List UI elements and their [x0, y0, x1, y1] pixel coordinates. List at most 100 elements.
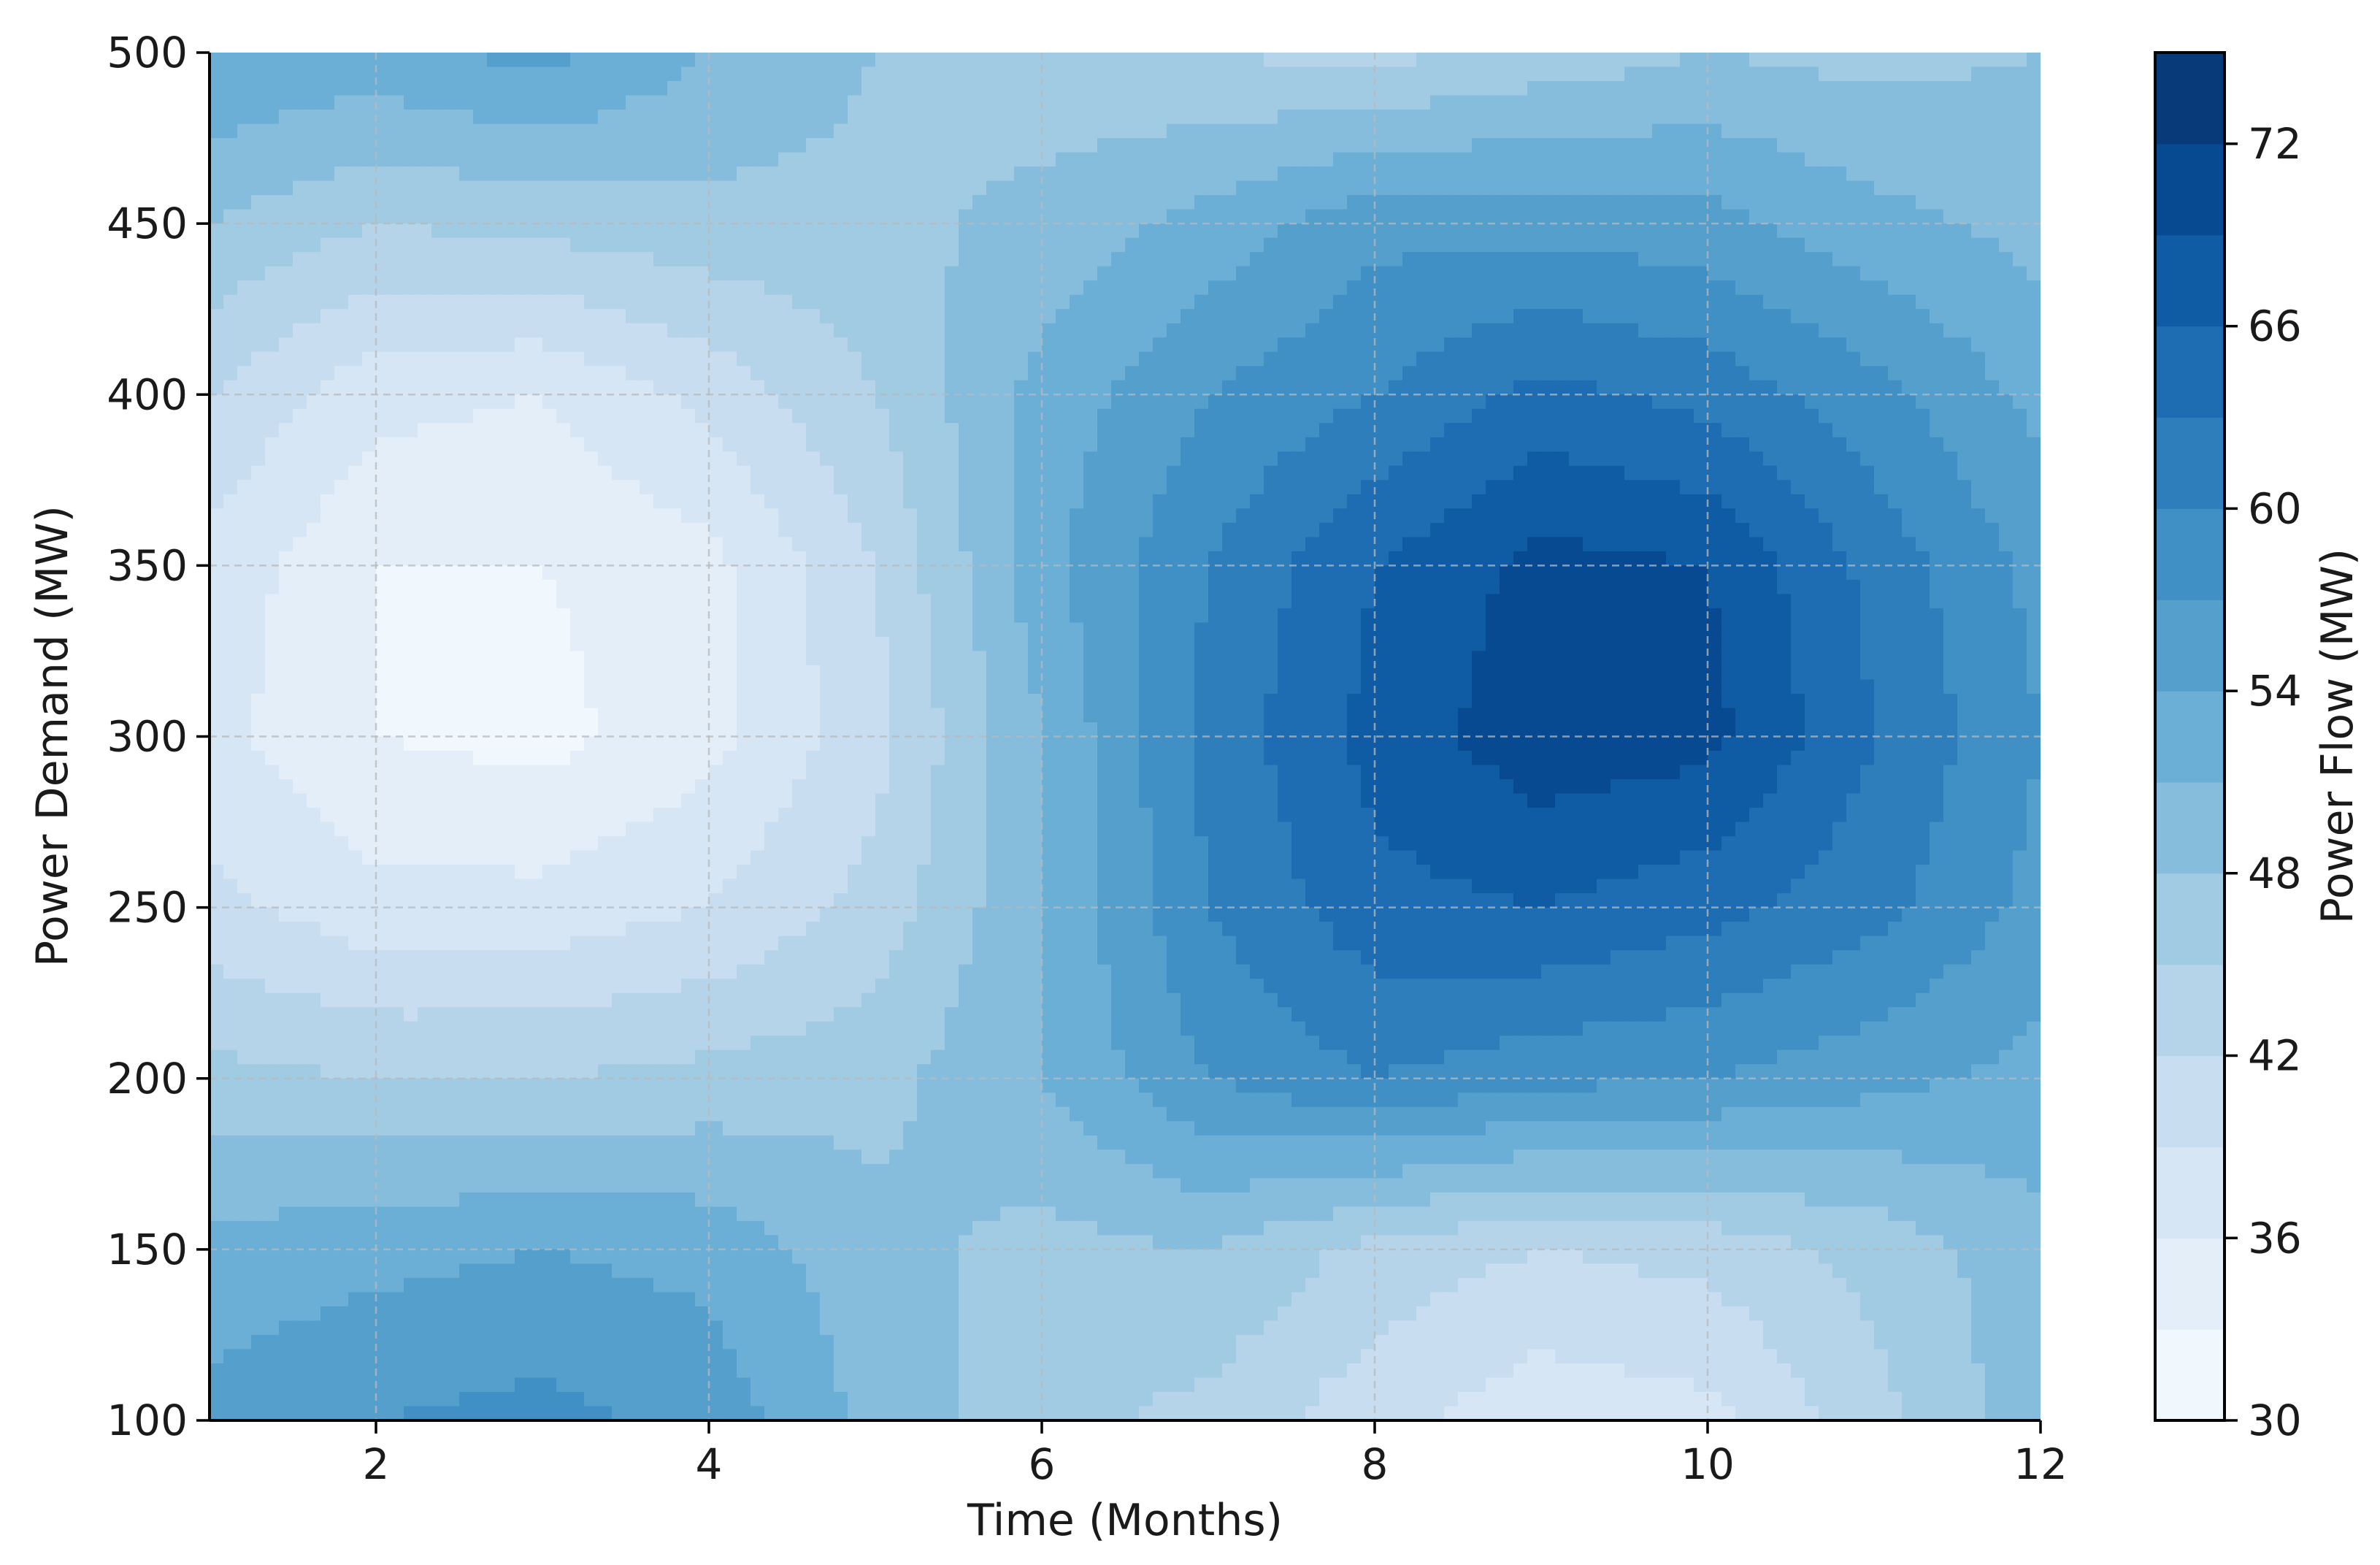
- contour-cell: [1666, 110, 1681, 125]
- contour-cell: [1416, 266, 1431, 281]
- contour-cell: [1181, 579, 1195, 595]
- contour-cell: [723, 266, 737, 281]
- contour-cell: [279, 480, 293, 495]
- contour-cell: [279, 266, 293, 281]
- contour-cell: [1666, 480, 1681, 495]
- contour-cell: [542, 437, 557, 453]
- contour-cell: [1305, 66, 1320, 82]
- contour-cell: [570, 522, 585, 538]
- contour-cell: [431, 437, 446, 453]
- contour-cell: [1472, 480, 1486, 495]
- contour-cell: [1056, 380, 1070, 396]
- contour-cell: [1860, 380, 1875, 396]
- contour-cell: [612, 252, 626, 267]
- contour-cell: [1319, 223, 1334, 239]
- contour-cell: [1181, 66, 1195, 82]
- contour-cell: [223, 408, 238, 424]
- contour-cell: [1735, 195, 1750, 210]
- contour-cell: [1222, 294, 1237, 310]
- contour-cell: [1569, 480, 1584, 495]
- contour-cell: [1874, 110, 1889, 125]
- contour-cell: [848, 465, 862, 481]
- contour-cell: [1888, 53, 1903, 68]
- contour-cell: [1056, 309, 1070, 324]
- contour-cell: [1888, 195, 1903, 210]
- contour-cell: [293, 95, 307, 110]
- contour-cell: [1444, 280, 1459, 296]
- contour-cell: [1070, 53, 1084, 68]
- contour-cell: [334, 423, 349, 438]
- contour-cell: [1930, 209, 1944, 224]
- contour-cell: [1083, 494, 1098, 510]
- contour-cell: [334, 95, 349, 110]
- contour-cell: [1402, 266, 1417, 281]
- contour-cell: [1735, 180, 1750, 196]
- contour-cell: [584, 66, 599, 82]
- contour-cell: [376, 138, 391, 153]
- contour-cell: [751, 437, 765, 453]
- contour-cell: [806, 66, 821, 82]
- contour-cell: [1056, 351, 1070, 367]
- contour-cell: [2013, 394, 2027, 410]
- contour-cell: [542, 394, 557, 410]
- contour-cell: [889, 81, 904, 96]
- contour-cell: [1097, 138, 1112, 153]
- contour-cell: [473, 451, 488, 467]
- contour-cell: [1846, 152, 1861, 167]
- contour-cell: [1763, 366, 1778, 381]
- contour-cell: [1777, 180, 1792, 196]
- contour-cell: [1472, 437, 1486, 453]
- contour-cell: [778, 323, 793, 339]
- contour-cell: [1111, 138, 1126, 153]
- contour-cell: [251, 266, 266, 281]
- contour-cell: [1902, 522, 1916, 538]
- contour-cell: [834, 451, 848, 467]
- contour-cell: [473, 95, 488, 110]
- contour-cell: [1291, 95, 1306, 110]
- contour-cell: [223, 508, 238, 524]
- contour-cell: [1125, 223, 1140, 239]
- contour-cell: [1832, 280, 1847, 296]
- contour-cell: [501, 152, 515, 167]
- contour-cell: [293, 423, 307, 438]
- contour-cell: [404, 66, 418, 82]
- contour-cell: [1194, 138, 1209, 153]
- contour-cell: [1125, 110, 1140, 125]
- contour-cell: [1611, 508, 1625, 524]
- contour-cell: [1749, 351, 1764, 367]
- contour-cell: [1208, 337, 1223, 353]
- contour-cell: [1791, 66, 1805, 82]
- contour-cell: [515, 195, 529, 210]
- contour-cell: [1305, 366, 1320, 381]
- contour-cell: [210, 294, 224, 310]
- contour-cell: [1208, 66, 1223, 82]
- contour-cell: [1111, 180, 1126, 196]
- contour-cell: [431, 252, 446, 267]
- contour-cell: [1902, 423, 1916, 438]
- contour-cell: [1569, 522, 1584, 538]
- contour-cell: [1541, 252, 1556, 267]
- contour-cell: [986, 323, 1001, 339]
- contour-cell: [959, 294, 973, 310]
- contour-cell: [1070, 323, 1084, 339]
- contour-cell: [1763, 337, 1778, 353]
- contour-cell: [695, 66, 710, 82]
- contour-cell: [1000, 537, 1015, 552]
- contour-cell: [1971, 408, 1986, 424]
- contour-cell: [501, 423, 515, 438]
- contour-cell: [1194, 579, 1209, 595]
- contour-cell: [1361, 394, 1375, 410]
- contour-cell: [279, 465, 293, 481]
- contour-cell: [1749, 437, 1764, 453]
- contour-cell: [1070, 408, 1084, 424]
- contour-cell: [570, 451, 585, 467]
- contour-cell: [695, 380, 710, 396]
- contour-cell: [445, 408, 460, 424]
- contour-cell: [1222, 551, 1237, 567]
- contour-cell: [473, 579, 488, 595]
- contour-cell: [293, 337, 307, 353]
- contour-cell: [1721, 123, 1736, 139]
- contour-cell: [1264, 180, 1278, 196]
- contour-cell: [1333, 451, 1348, 467]
- contour-cell: [1305, 565, 1320, 581]
